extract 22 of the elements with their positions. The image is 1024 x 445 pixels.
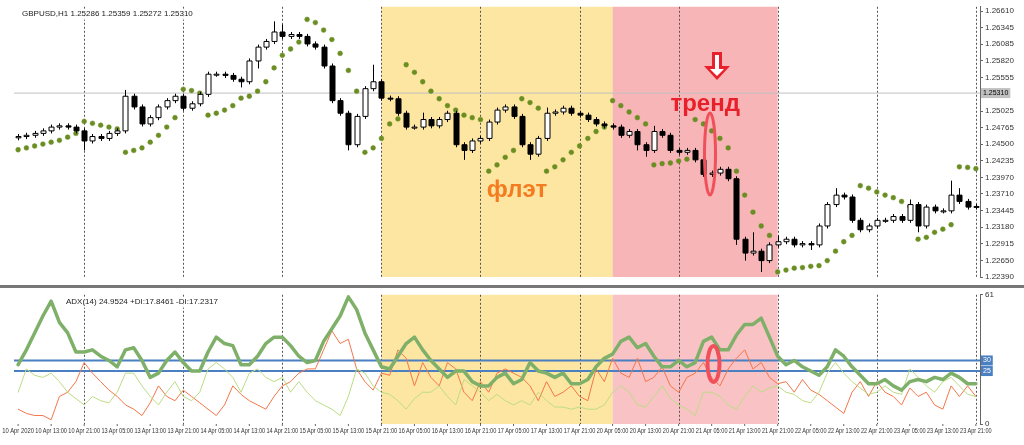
band-label: тренд	[670, 88, 740, 116]
y-tick-label: 1.22390	[985, 272, 1015, 282]
y-tick-label: 61	[985, 290, 995, 299]
y-tick-label: 1.25555	[985, 72, 1015, 82]
y-tick-label: 1.25025	[985, 106, 1015, 116]
y-tick-label: 1.22915	[985, 239, 1015, 249]
y-tick-label: 1.23180	[985, 222, 1015, 232]
y-tick-label: 1.23445	[985, 205, 1015, 215]
y-tick-label: 0	[985, 419, 990, 429]
y-tick-label: 1.23970	[985, 172, 1015, 182]
y-tick-label: 1.24500	[985, 139, 1015, 149]
y-tick-label: 1.26610	[985, 6, 1015, 16]
band-label: флэт	[486, 175, 548, 203]
y-tick-label: 1.24765	[985, 122, 1015, 132]
y-tick-label: 1.26345	[985, 23, 1015, 33]
y-tick-label: 1.23710	[985, 189, 1015, 199]
chart-title: ADX(14) 24.9524 +DI:17.8461 -DI:17.2317	[66, 297, 219, 306]
y-tick-label: 1.26085	[985, 39, 1015, 49]
y-tick-label: 1.22650	[985, 255, 1015, 265]
chart-title: GBPUSD,H1 1.25286 1.25359 1.25272 1.25310	[22, 9, 194, 18]
y-tick-label: 1.25820	[985, 56, 1015, 66]
y-tick-label: 1.24235	[985, 156, 1015, 165]
